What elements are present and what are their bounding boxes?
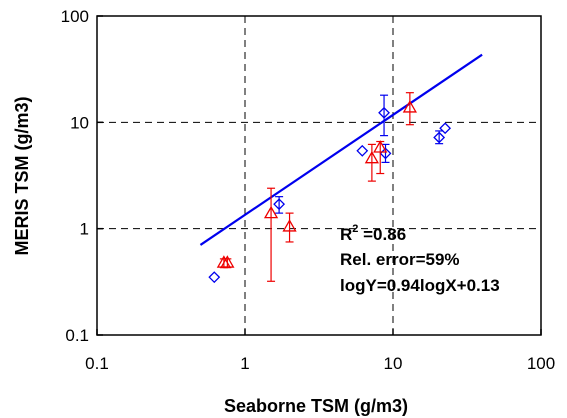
diamond-marker <box>439 122 452 135</box>
diamond-marker <box>433 131 446 144</box>
data-series <box>208 92 452 284</box>
regression-line <box>199 53 483 246</box>
diamond-marker <box>378 106 390 119</box>
x-tick-label: 100 <box>527 354 555 373</box>
triangle-marker <box>220 255 235 268</box>
r-squared-letter: R <box>340 225 352 244</box>
y-tick-label: 1 <box>80 220 89 239</box>
triangle-marker <box>263 205 279 219</box>
axis-ticks: 0.1 1 10 100 0.1 1 10 100 <box>61 7 556 373</box>
grid-lines <box>97 16 541 335</box>
series-triangle <box>216 92 417 282</box>
y-tick-label: 0.1 <box>65 326 89 345</box>
triangle-marker <box>373 140 388 153</box>
y-axis-title: MERIS TSM (g/m3) <box>12 96 32 255</box>
x-tick-label: 0.1 <box>85 354 109 373</box>
y-tick-label: 10 <box>70 113 89 132</box>
diamond-marker <box>273 198 286 211</box>
x-tick-label: 10 <box>384 354 403 373</box>
plot-frame <box>96 15 542 336</box>
regression-equation-annotation: logY=0.94logX+0.13 <box>340 276 500 295</box>
x-axis-title: Seaborne TSM (g/m3) <box>224 396 408 416</box>
diamond-marker <box>356 144 369 157</box>
r-squared-superscript: 2 <box>352 223 358 235</box>
triangle-marker <box>364 150 380 164</box>
diamond-marker <box>208 271 221 284</box>
relative-error-annotation: Rel. error=59% <box>340 250 460 269</box>
series-diamond <box>208 94 452 284</box>
triangle-marker <box>402 100 417 113</box>
fit-line-group <box>199 53 483 246</box>
r-squared-value: =0.86 <box>358 225 406 244</box>
x-tick-label: 1 <box>240 354 249 373</box>
r-squared-annotation: R2 =0.86 <box>340 223 406 244</box>
y-tick-label: 100 <box>61 7 89 26</box>
triangle-marker <box>282 219 297 232</box>
